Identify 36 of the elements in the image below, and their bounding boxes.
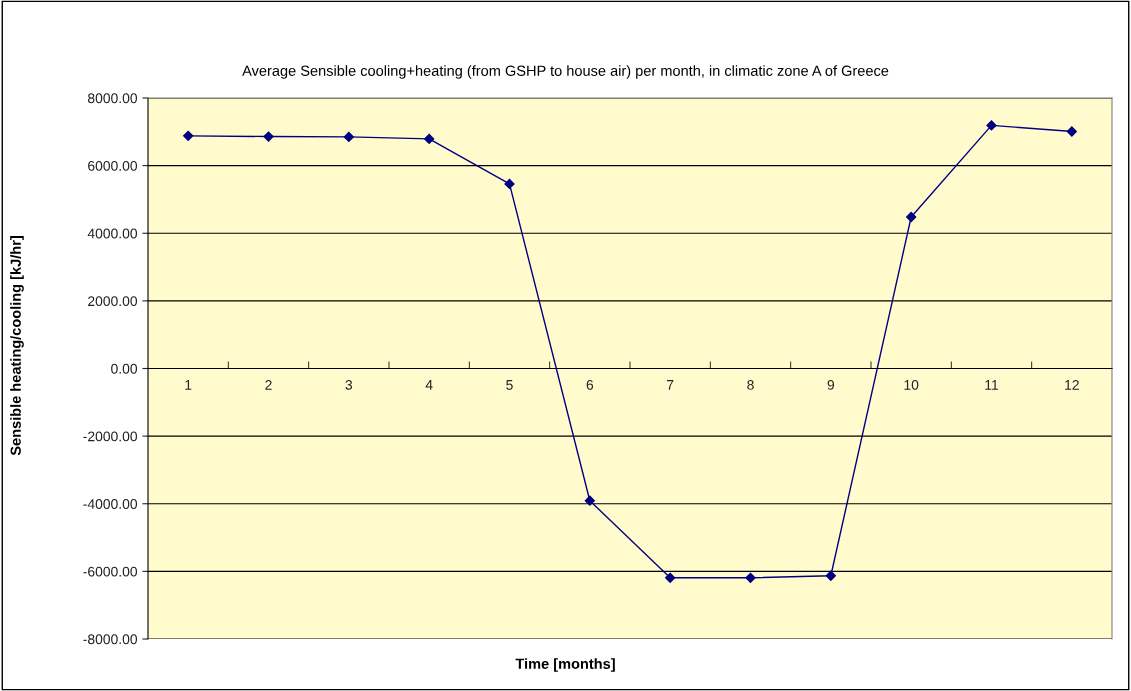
- x-tick-label: 10: [904, 379, 919, 390]
- point: [424, 133, 435, 145]
- x-tick-label: 9: [827, 379, 835, 390]
- y-tick-label: -2000.00: [83, 431, 138, 442]
- y-tick-label: -6000.00: [83, 566, 138, 577]
- y-tick-label: 0.00: [111, 363, 138, 374]
- x-tick-label: 12: [1065, 379, 1079, 390]
- x-tick-label: 8: [747, 379, 754, 390]
- point: [504, 178, 515, 189]
- y-tick-label: -4000.00: [83, 499, 138, 509]
- point: [584, 495, 595, 506]
- x-tick-label: 11: [985, 380, 999, 390]
- x-tick-label: 2: [265, 379, 272, 390]
- y-axis-title: Sensible heating/cooling [kJ/hr]: [10, 236, 24, 456]
- x-tick-label: 6: [586, 379, 594, 390]
- point: [825, 570, 836, 581]
- point: [1066, 126, 1077, 137]
- x-tick-label: 1: [185, 380, 192, 390]
- y-tick-label: 6000.00: [88, 160, 138, 171]
- y-tick-label: 8000.00: [87, 93, 138, 104]
- point: [343, 131, 354, 142]
- point: [665, 572, 676, 583]
- x-tick-label: 7: [667, 380, 674, 390]
- chart-title: Average Sensible cooling+heating (from GSHP to house air) per month, in climatic zone A of Greece: [242, 65, 889, 79]
- point: [183, 130, 194, 141]
- y-tick-label: -8000.00: [83, 634, 138, 645]
- x-tick-label: 5: [506, 380, 513, 390]
- y-tick-label: 4000.00: [87, 228, 138, 239]
- y-tick-label: 2000.00: [88, 296, 138, 307]
- point: [986, 120, 997, 131]
- x-axis-title: Time [months]: [515, 658, 615, 672]
- point: [745, 572, 756, 583]
- x-tick-label: 4: [425, 380, 433, 390]
- x-tick-label: 3: [345, 379, 353, 390]
- point: [263, 131, 274, 142]
- point: [906, 211, 917, 223]
